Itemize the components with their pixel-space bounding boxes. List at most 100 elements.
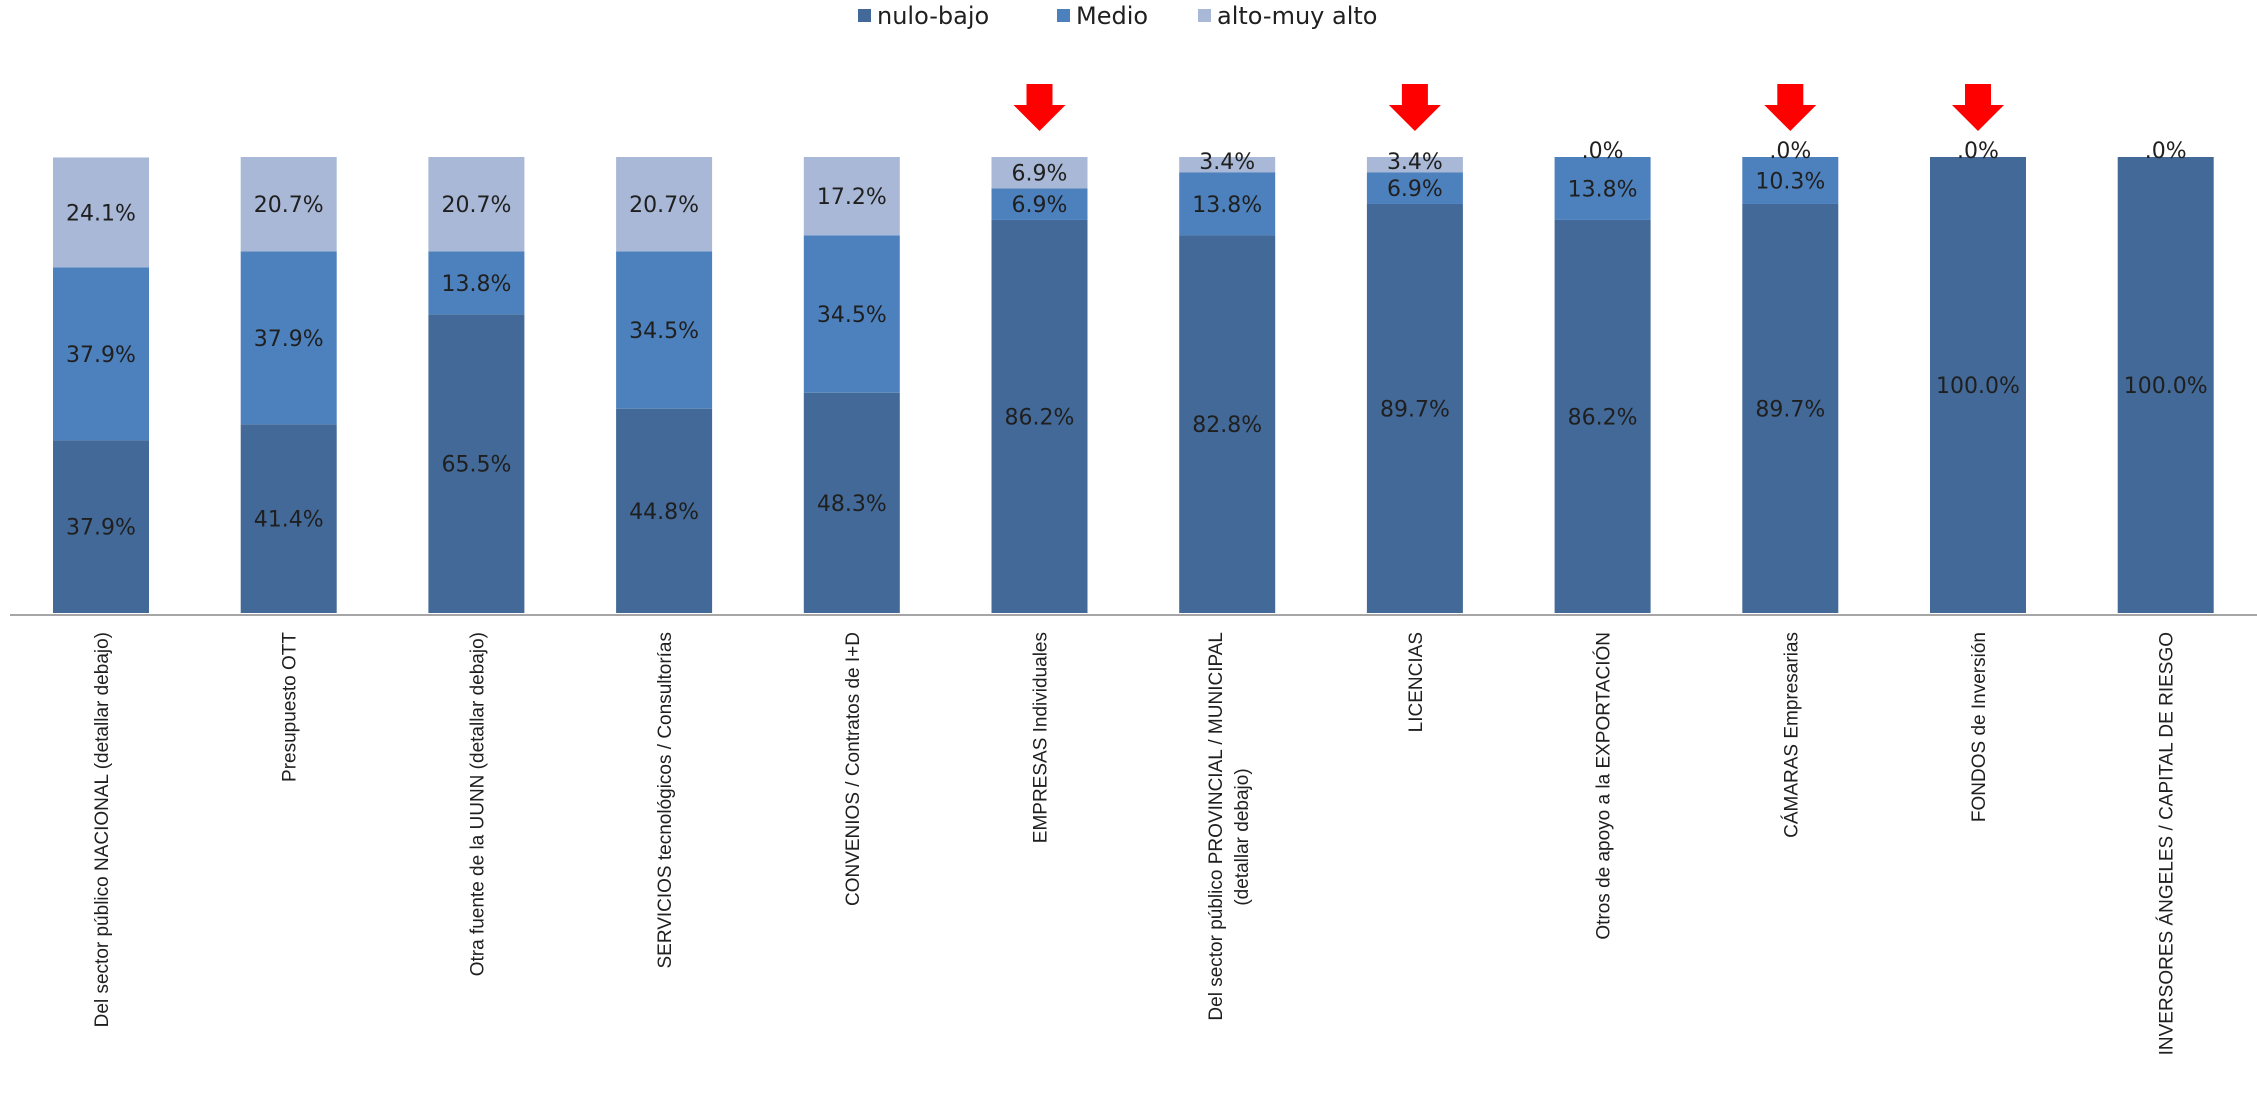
bar-segment-nulo-bajo (2117, 157, 2214, 613)
category-label-text: Otros de apoyo a la EXPORTACIÓN (1593, 632, 1615, 940)
bar-group: 37.9% 37.9% 24.1% 41.4% 37.9% 20.7% 65.5% 13.8%… (53, 139, 2214, 614)
category-label: SERVICIOS tecnológicos / Consultorías (655, 632, 676, 969)
data-label-alto-muy-alto: .0% (1957, 139, 1999, 164)
legend-label-alto-muy-alto: alto-muy alto (1217, 2, 1377, 30)
data-label-alto-muy-alto: 20.7% (254, 193, 324, 218)
data-label-nulo-bajo: 100.0% (1936, 374, 2020, 399)
data-label-medio: 13.8% (1568, 177, 1638, 202)
bar-segment-medio (1179, 172, 1276, 236)
category-label: Del sector público NACIONAL (detallar de… (92, 632, 113, 1027)
data-label-nulo-bajo: 65.5% (441, 453, 511, 478)
category-label-text: LICENCIAS (1406, 632, 1427, 732)
data-label-nulo-bajo: 44.8% (629, 500, 699, 525)
category-label-text: SERVICIOS tecnológicos / Consultorías (655, 632, 676, 969)
highlight-arrow-icon (1013, 84, 1066, 131)
bar-segment-nulo-bajo (991, 219, 1088, 614)
bar-segment-alto-muy-alto (616, 157, 713, 252)
bar-segment-nulo-bajo (1930, 157, 2026, 613)
legend-swatch-medio (1057, 9, 1070, 22)
bar-segment-medio (53, 267, 149, 441)
data-label-medio: 6.9% (1012, 193, 1068, 218)
data-label-medio: 6.9% (1387, 177, 1443, 202)
bar-segment-medio (616, 251, 713, 409)
data-label-alto-muy-alto: .0% (2145, 139, 2187, 164)
category-label: INVERSORES ÁNGELES / CAPITAL DE RIESGO (2157, 632, 2178, 1055)
data-label-alto-muy-alto: 6.9% (1012, 162, 1068, 187)
bar-segment-alto-muy-alto (1179, 157, 1276, 173)
bar-segment-medio (1554, 157, 1651, 220)
bar-segment-alto-muy-alto (803, 157, 900, 236)
category-label: LICENCIAS (1406, 632, 1427, 732)
legend-swatch-alto-muy-alto (1198, 9, 1211, 22)
data-label-medio: 34.5% (629, 319, 699, 344)
data-label-nulo-bajo: 37.9% (66, 516, 136, 541)
data-label-nulo-bajo: 86.2% (1005, 405, 1075, 430)
category-label: Presupuesto OTT (280, 632, 301, 782)
category-label-text: CONVENIOS / Contratos de I+D (843, 632, 864, 906)
data-label-alto-muy-alto: 20.7% (441, 193, 511, 218)
bar-segment-medio (1742, 157, 1839, 204)
bar-segment-nulo-bajo (1179, 235, 1276, 613)
bar-segment-nulo-bajo (1742, 203, 1839, 613)
bar-segment-medio (991, 188, 1088, 220)
data-label-medio: 13.8% (441, 272, 511, 297)
category-label: Otra fuente de la UUNN (detallar debajo) (467, 632, 488, 976)
bar-segment-nulo-bajo (1366, 203, 1463, 613)
category-label-text: Del sector público NACIONAL (detallar de… (92, 632, 113, 1027)
category-labels: Del sector público NACIONAL (detallar de… (92, 632, 2178, 1056)
category-label: CÁMARAS Empresarias (1781, 632, 1802, 838)
category-label-text: Presupuesto OTT (280, 632, 301, 782)
bar-segment-nulo-bajo (240, 424, 337, 613)
data-label-nulo-bajo: 86.2% (1568, 405, 1638, 430)
data-label-alto-muy-alto: 3.4% (1199, 150, 1255, 175)
category-label-text: Otra fuente de la UUNN (detallar debajo) (467, 632, 488, 976)
bar-segment-alto-muy-alto (53, 157, 149, 268)
data-label-nulo-bajo: 82.8% (1192, 413, 1262, 438)
data-label-medio: 10.3% (1755, 169, 1825, 194)
data-label-alto-muy-alto: 3.4% (1387, 150, 1443, 175)
legend: nulo-bajo Medio alto-muy alto (858, 2, 1377, 30)
bar-segment-nulo-bajo (1554, 219, 1651, 614)
bar-segment-nulo-bajo (53, 440, 149, 613)
data-label-medio: 13.8% (1192, 193, 1262, 218)
highlight-arrow-icon (1388, 84, 1441, 131)
data-label-nulo-bajo: 48.3% (817, 492, 887, 517)
data-label-medio: 34.5% (817, 303, 887, 328)
data-label-nulo-bajo: 100.0% (2124, 374, 2208, 399)
legend-label-medio: Medio (1076, 2, 1148, 30)
bar-segment-nulo-bajo (803, 392, 900, 613)
bar-segment-alto-muy-alto (991, 157, 1088, 189)
category-label: Otros de apoyo a la EXPORTACIÓN (1593, 632, 1615, 940)
legend-label-nulo-bajo: nulo-bajo (877, 2, 989, 30)
data-label-alto-muy-alto: .0% (1769, 139, 1811, 164)
bar-segment-alto-muy-alto (240, 157, 337, 252)
bar-segment-nulo-bajo (428, 314, 525, 613)
bar-segment-alto-muy-alto (1366, 157, 1463, 173)
bar-segment-medio (1366, 172, 1463, 204)
data-label-nulo-bajo: 41.4% (254, 508, 324, 533)
category-label-text: EMPRESAS Individuales (1031, 632, 1052, 843)
bar-segment-alto-muy-alto (428, 157, 525, 252)
category-label: FONDOS de Inversión (1969, 632, 1990, 822)
category-label: CONVENIOS / Contratos de I+D (843, 632, 864, 906)
category-label-text: FONDOS de Inversión (1969, 632, 1990, 822)
category-label-text: CÁMARAS Empresarias (1781, 632, 1802, 838)
data-label-medio: 37.9% (254, 327, 324, 352)
bar-segment-nulo-bajo (616, 408, 713, 613)
category-label-text: Del sector público PROVINCIAL / MUNICIPA… (1206, 632, 1253, 1021)
highlight-arrow-icon (1952, 84, 2004, 131)
highlight-arrow-icon (1764, 84, 1817, 131)
data-label-alto-muy-alto: 20.7% (629, 193, 699, 218)
category-label: Del sector público PROVINCIAL / MUNICIPA… (1206, 632, 1253, 1021)
data-label-nulo-bajo: 89.7% (1380, 397, 1450, 422)
data-label-alto-muy-alto: .0% (1582, 139, 1624, 164)
bar-segment-medio (240, 251, 337, 425)
data-label-medio: 37.9% (66, 343, 136, 368)
bar-segment-medio (803, 235, 900, 393)
data-label-alto-muy-alto: 17.2% (817, 185, 887, 210)
data-label-nulo-bajo: 89.7% (1755, 397, 1825, 422)
legend-swatch-nulo-bajo (858, 9, 871, 22)
data-label-alto-muy-alto: 24.1% (66, 201, 136, 226)
